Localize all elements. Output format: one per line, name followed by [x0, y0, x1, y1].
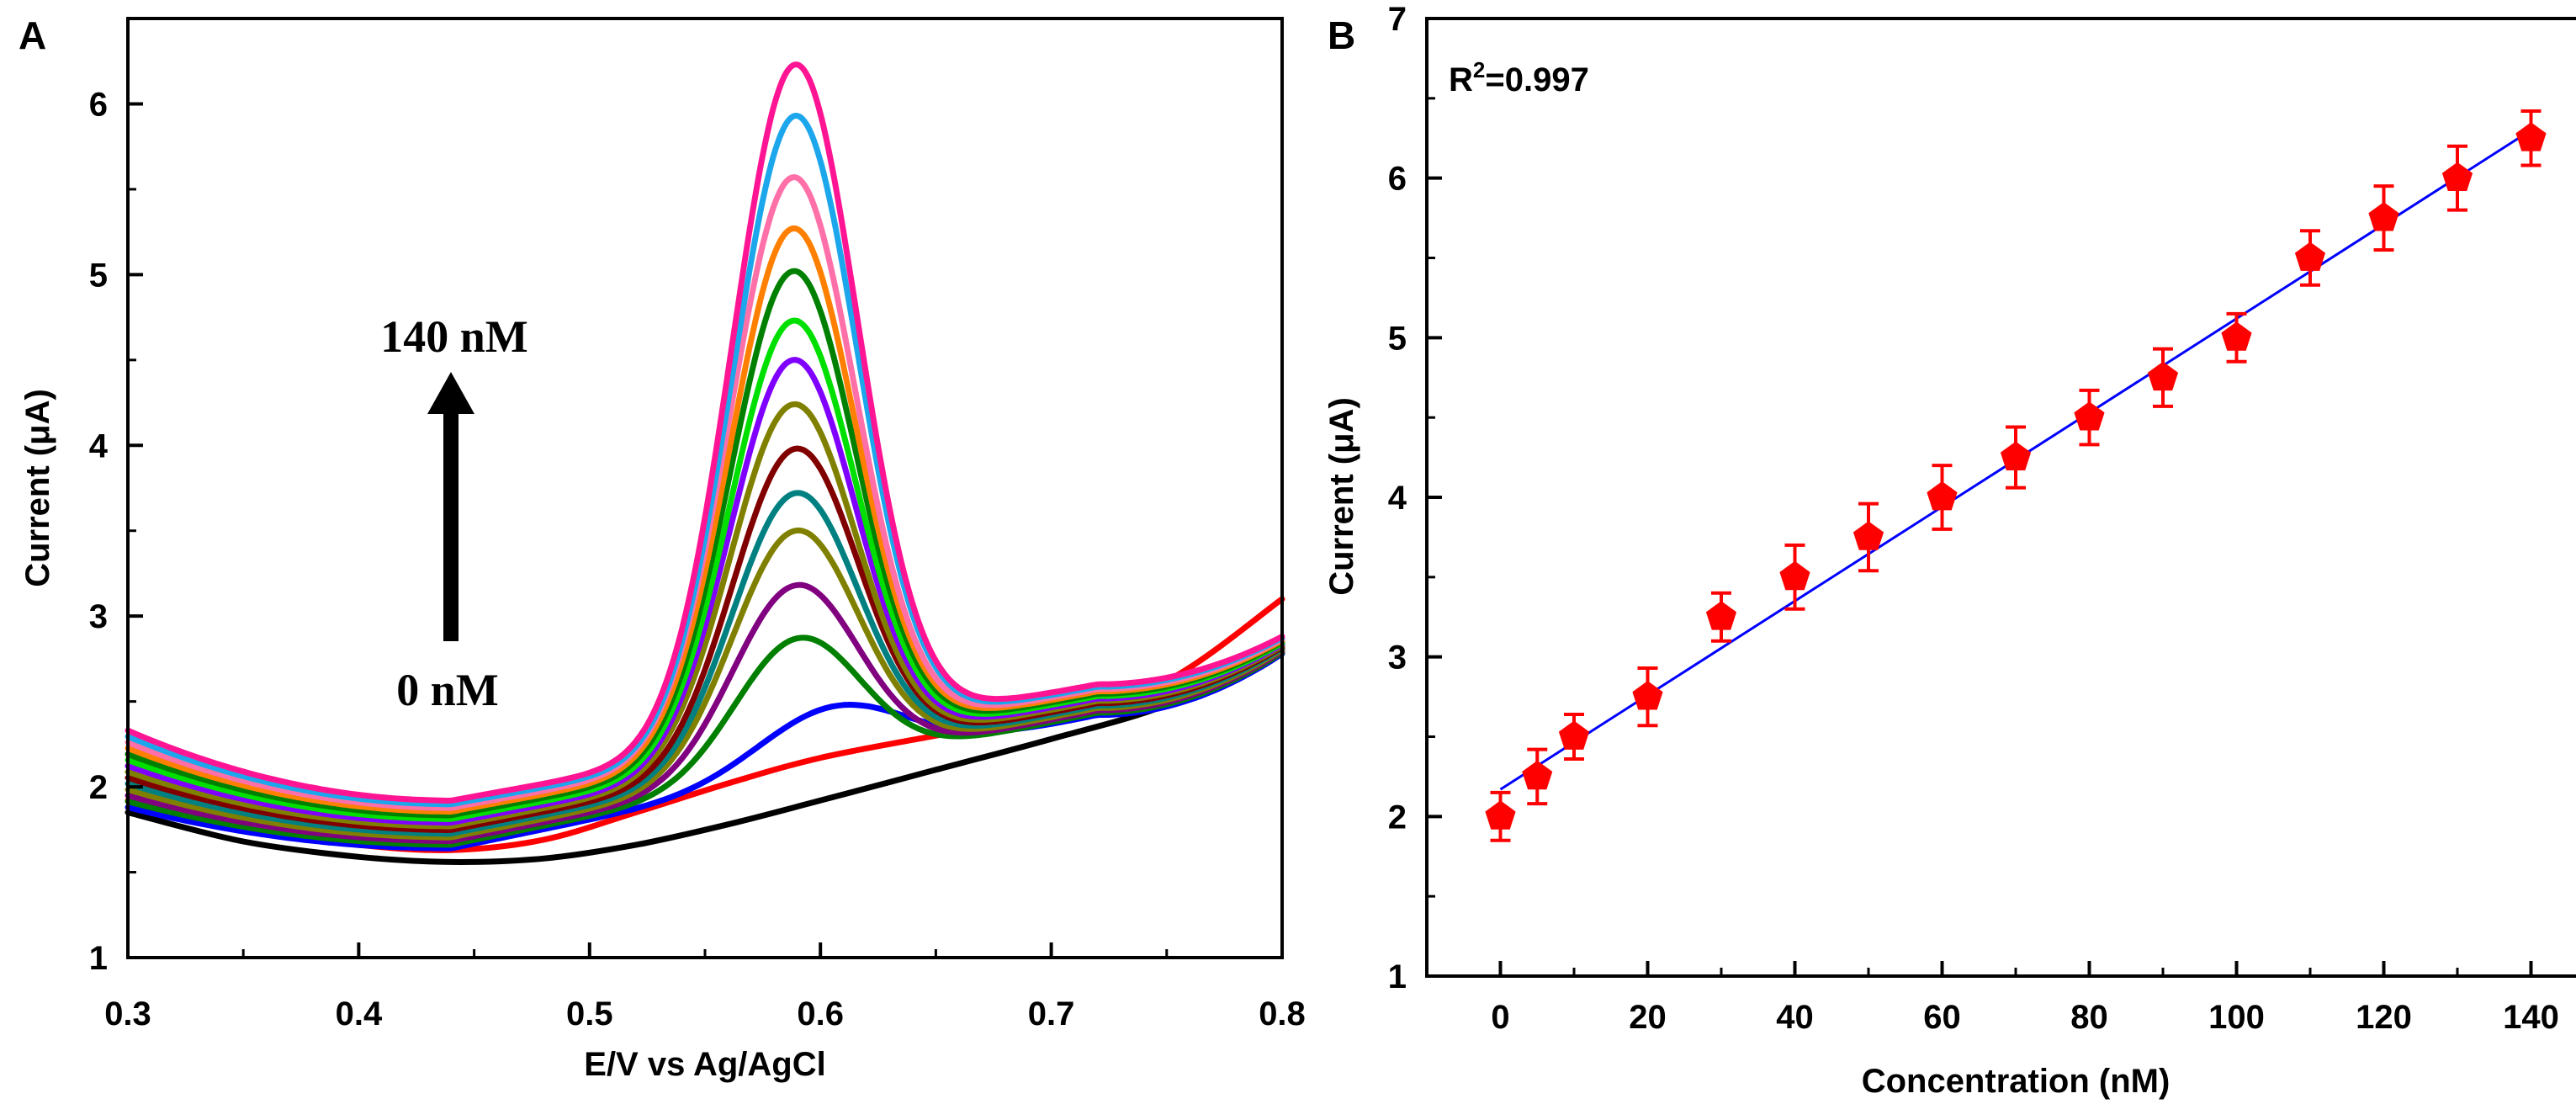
chart-b-marker	[2000, 441, 2032, 470]
chart-b-point	[1558, 712, 1590, 762]
chart-a-y-axis-label: Current (μA)	[19, 389, 56, 587]
chart-b-r2-sup: 2	[1473, 57, 1485, 82]
chart-b-marker	[2441, 162, 2473, 191]
chart-b-point	[2368, 184, 2399, 252]
chart-b-y-tick-label: 4	[1388, 480, 1407, 517]
chart-b-frame	[1425, 17, 2576, 978]
chart-a-curve-0-nM	[125, 647, 1285, 865]
chart-b-point	[1852, 502, 1884, 573]
chart-b-y-tick-label: 1	[1388, 958, 1407, 995]
chart-a-y-tick-label: 5	[89, 257, 108, 294]
chart-b-point	[2074, 388, 2105, 447]
panel-label-a: A	[19, 13, 46, 57]
chart-b-point	[1927, 464, 1958, 531]
panel-label-b: B	[1328, 13, 1355, 57]
chart-b-y-tick-label: 2	[1388, 799, 1407, 836]
chart-b-marker	[1632, 681, 1663, 710]
chart-b-marker	[1485, 800, 1516, 830]
chart-a-curves	[125, 61, 1285, 865]
chart-a-x-tick-label: 0.6	[797, 995, 844, 1032]
chart-b-x-tick-label: 20	[1629, 999, 1667, 1036]
chart-b-point	[2294, 229, 2326, 287]
chart-b-point	[2221, 311, 2252, 364]
chart-b-marker	[1927, 481, 1958, 511]
chart-b: 0 20 40 60 80 100 120 140 1 2 3 4 5 6 7 Concentration…	[1323, 1, 2576, 1100]
chart-a-y-ticks: 1 2 3 4 5 6	[89, 17, 143, 977]
chart-b-r2-r: R	[1449, 61, 1473, 98]
chart-a-y-tick-label: 4	[89, 427, 109, 464]
chart-b-x-ticks: 0 20 40 60 80 100 120 140	[1425, 961, 2559, 1036]
chart-b-marker	[1558, 720, 1590, 750]
chart-b-r2-annotation: R2=0.997	[1449, 57, 1589, 98]
chart-a-x-tick-label: 0.3	[104, 995, 151, 1032]
chart-b-points	[1485, 109, 2547, 842]
chart-b-marker	[2147, 361, 2179, 391]
chart-a-y-tick-label: 6	[89, 86, 108, 123]
chart-b-x-tick-label: 120	[2356, 999, 2412, 1036]
chart-b-y-tick-label: 3	[1388, 640, 1407, 677]
chart-a-y-tick-label: 2	[89, 769, 108, 806]
chart-b-marker	[1779, 560, 1810, 591]
chart-b-marker	[2515, 122, 2547, 151]
chart-a-annotation-top: 140 nM	[380, 311, 528, 362]
chart-b-y-axis-label: Current (μA)	[1323, 397, 1360, 596]
chart-b-marker	[1852, 521, 1884, 550]
chart-b-point	[1632, 666, 1663, 728]
chart-b-point	[1485, 790, 1516, 842]
chart-b-marker	[2368, 202, 2399, 231]
chart-b-x-tick-label: 140	[2503, 999, 2559, 1036]
chart-a-y-tick-label: 3	[89, 598, 108, 635]
chart-b-point	[1705, 591, 1737, 643]
chart-b-point	[1522, 747, 1553, 806]
chart-b-point	[2515, 109, 2547, 167]
chart-a-annotation-bottom: 0 nM	[396, 665, 499, 715]
chart-a-curve-140-nM	[125, 61, 1285, 804]
chart-a-x-tick-label: 0.7	[1028, 995, 1075, 1032]
chart-b-point	[2441, 144, 2473, 212]
chart-a-x-ticks: 0.3 0.4 0.5 0.6 0.7 0.8	[104, 942, 1306, 1032]
chart-b-marker	[2074, 401, 2105, 431]
chart-b-y-tick-label: 7	[1388, 1, 1407, 38]
chart-a-x-tick-label: 0.4	[336, 995, 383, 1032]
chart-b-point	[1779, 543, 1810, 611]
chart-a-x-tick-label: 0.8	[1259, 995, 1306, 1032]
chart-b-y-tick-label: 5	[1388, 320, 1407, 357]
chart-b-marker	[1522, 760, 1553, 790]
chart-b-y-ticks: 1 2 3 4 5 6 7	[1388, 1, 1442, 995]
chart-a-x-axis-label: E/V vs Ag/AgCl	[584, 1046, 825, 1083]
chart-b-point	[2000, 425, 2032, 490]
chart-b-x-tick-label: 100	[2208, 999, 2265, 1036]
chart-a-x-tick-label: 0.5	[566, 995, 613, 1032]
chart-b-marker	[2294, 242, 2326, 271]
chart-b-x-axis-label: Concentration (nM)	[1862, 1063, 2171, 1100]
chart-b-point	[2147, 347, 2179, 408]
chart-b-marker	[2221, 321, 2252, 351]
chart-b-marker	[1705, 601, 1737, 630]
chart-b-x-tick-label: 60	[1923, 999, 1961, 1036]
chart-b-x-tick-label: 80	[2070, 999, 2108, 1036]
chart-a-y-tick-label: 1	[89, 940, 108, 977]
chart-b-r2-value: =0.997	[1485, 61, 1588, 98]
chart-b-y-tick-label: 6	[1388, 161, 1407, 198]
chart-a-arrow-head	[427, 372, 474, 414]
chart-b-x-tick-label: 40	[1776, 999, 1814, 1036]
chart-a: 0.3 0.4 0.5 0.6 0.7 0.8 1 2 3 4 5 6 E/V vs Ag/AgCl…	[19, 17, 1306, 1083]
chart-b-x-tick-label: 0	[1491, 999, 1509, 1036]
